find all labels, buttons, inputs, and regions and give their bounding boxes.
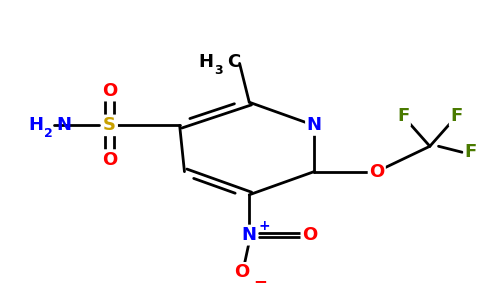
Text: O: O	[102, 82, 117, 100]
Text: N: N	[306, 116, 321, 134]
Text: O: O	[102, 151, 117, 169]
Text: 2: 2	[45, 127, 53, 140]
Text: F: F	[450, 107, 463, 125]
Text: +: +	[259, 218, 271, 233]
Text: H: H	[28, 116, 43, 134]
Text: N: N	[242, 226, 257, 244]
Text: S: S	[103, 116, 116, 134]
Text: O: O	[369, 163, 384, 181]
Text: N: N	[56, 116, 71, 134]
Text: O: O	[302, 226, 317, 244]
Text: C: C	[227, 53, 240, 71]
Text: −: −	[254, 272, 267, 290]
Text: F: F	[397, 107, 409, 125]
Text: F: F	[465, 143, 477, 161]
Text: O: O	[234, 263, 250, 281]
Text: 3: 3	[214, 64, 223, 77]
Text: H: H	[198, 53, 213, 71]
